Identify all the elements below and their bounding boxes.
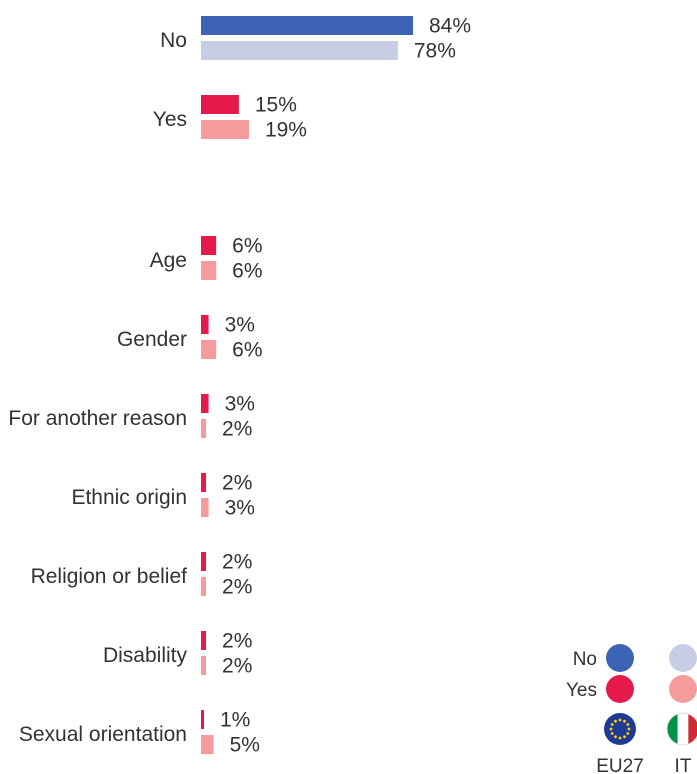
value-label: 3% [225, 393, 255, 416]
value-label: 78% [414, 40, 456, 63]
eu-flag-star [623, 735, 626, 739]
legend-swatch [669, 644, 697, 672]
category-label: For another reason [8, 407, 187, 430]
legend-swatch [606, 675, 634, 703]
value-label: 6% [232, 339, 262, 362]
bar [201, 315, 209, 334]
bar [201, 473, 207, 492]
eu-flag-star [614, 719, 617, 723]
bar [201, 95, 239, 114]
eu-flag-star [626, 723, 630, 726]
eu-flag-icon [604, 713, 636, 745]
eu-flag-star [609, 727, 613, 731]
bar [201, 498, 209, 517]
value-label: 2% [222, 576, 252, 599]
bar [201, 236, 217, 255]
category-label: Gender [117, 328, 187, 351]
category-label: Sexual orientation [19, 723, 187, 746]
value-label: 2% [222, 655, 252, 678]
category-label: Religion or belief [31, 565, 188, 588]
category-label: No [160, 29, 187, 52]
bar [201, 394, 209, 413]
italy-flag-outline [666, 712, 697, 746]
value-label: 1% [220, 709, 250, 732]
value-label: 5% [230, 734, 260, 757]
value-label: 15% [255, 94, 297, 117]
bar [201, 710, 204, 729]
category-label: Yes [153, 108, 187, 131]
value-label: 3% [225, 314, 255, 337]
legend-swatch [606, 644, 634, 672]
value-label: 2% [222, 630, 252, 653]
eu-flag-star [614, 735, 617, 739]
bar [201, 735, 214, 754]
bar [201, 340, 217, 359]
eu-flag-star [626, 732, 630, 735]
italy-flag-icon [667, 713, 697, 745]
bar [201, 120, 249, 139]
value-label: 2% [222, 551, 252, 574]
bar [201, 577, 207, 596]
bar [201, 656, 207, 675]
value-label: 84% [429, 15, 471, 38]
bar [201, 631, 207, 650]
eu-flag-star [623, 719, 626, 723]
legend-column-label: EU27 [596, 756, 644, 774]
value-label: 3% [225, 497, 255, 520]
value-label: 19% [265, 119, 307, 142]
bar [201, 419, 207, 438]
value-label: 2% [222, 472, 252, 495]
legend-row-label: No [573, 649, 597, 670]
bar [201, 16, 413, 35]
legend-column-label: IT [675, 756, 692, 774]
eu-flag-star [618, 718, 622, 722]
category-label: Age [150, 249, 187, 272]
bar [201, 41, 398, 60]
category-label: Ethnic origin [71, 486, 187, 509]
bar [201, 552, 207, 571]
value-label: 2% [222, 418, 252, 441]
eu-flag-star [610, 732, 614, 735]
eu-flag-star [627, 727, 631, 731]
value-label: 6% [232, 235, 262, 258]
eu-flag-star [618, 736, 622, 740]
legend-swatch [669, 675, 697, 703]
category-label: Disability [103, 644, 188, 667]
value-label: 6% [232, 260, 262, 283]
eu-flag-star [610, 723, 614, 726]
bar [201, 261, 217, 280]
legend-row-label: Yes [566, 680, 597, 701]
